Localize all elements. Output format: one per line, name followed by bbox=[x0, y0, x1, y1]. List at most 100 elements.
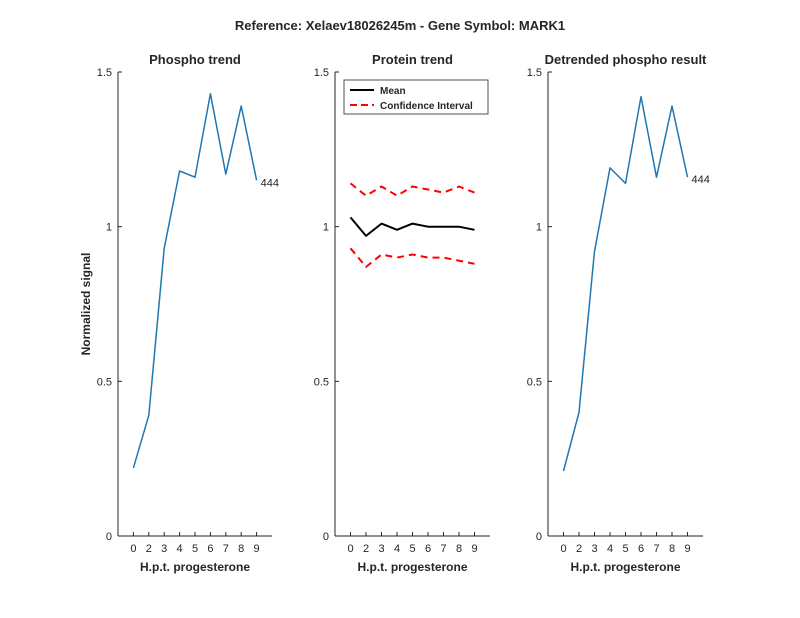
x-tick-label: 7 bbox=[653, 543, 659, 555]
x-axis-label: H.p.t. progesterone bbox=[357, 560, 467, 574]
y-tick-label: 1.5 bbox=[527, 67, 542, 79]
data-point bbox=[396, 256, 398, 258]
y-tick-label: 1 bbox=[323, 222, 329, 234]
data-point bbox=[640, 96, 642, 98]
y-tick-label: 0.5 bbox=[314, 376, 329, 388]
data-point bbox=[240, 105, 242, 107]
data-point bbox=[473, 191, 475, 193]
data-point bbox=[380, 222, 382, 224]
series-line-3 bbox=[349, 247, 475, 268]
data-point bbox=[349, 247, 351, 249]
x-tick-label: 7 bbox=[440, 543, 446, 555]
y-tick-label: 1 bbox=[536, 222, 542, 234]
data-point bbox=[396, 195, 398, 197]
x-tick-label: 9 bbox=[254, 543, 260, 555]
legend-entry-label: Confidence Interval bbox=[380, 101, 473, 112]
x-tick-label: 9 bbox=[471, 543, 477, 555]
x-tick-label: 0 bbox=[130, 543, 136, 555]
y-axis-label: Normalized signal bbox=[79, 253, 93, 356]
data-point bbox=[624, 182, 626, 184]
data-point bbox=[671, 105, 673, 107]
data-point bbox=[427, 225, 429, 227]
series-line-2 bbox=[349, 182, 475, 197]
x-axis-label: H.p.t. progesterone bbox=[140, 560, 250, 574]
panel-title: Protein trend bbox=[372, 52, 453, 67]
series-end-label: 444 bbox=[692, 174, 710, 186]
x-tick-label: 7 bbox=[223, 543, 229, 555]
data-point bbox=[209, 92, 211, 94]
series-line-1 bbox=[349, 216, 475, 237]
data-point bbox=[609, 167, 611, 169]
x-tick-label: 8 bbox=[238, 543, 244, 555]
y-tick-label: 0.5 bbox=[527, 376, 542, 388]
data-point bbox=[365, 195, 367, 197]
data-point bbox=[473, 229, 475, 231]
x-tick-label: 5 bbox=[192, 543, 198, 555]
data-point bbox=[225, 173, 227, 175]
data-point bbox=[442, 225, 444, 227]
x-tick-label: 3 bbox=[591, 543, 597, 555]
data-point bbox=[148, 414, 150, 416]
legend-box bbox=[343, 79, 489, 115]
x-tick-label: 6 bbox=[207, 543, 213, 555]
x-tick-label: 0 bbox=[560, 543, 566, 555]
series-end-label: 444 bbox=[261, 177, 279, 189]
x-tick-label: 2 bbox=[576, 543, 582, 555]
data-point bbox=[442, 191, 444, 193]
data-point bbox=[458, 225, 460, 227]
x-tick-label: 3 bbox=[161, 543, 167, 555]
x-tick-label: 2 bbox=[146, 543, 152, 555]
y-tick-label: 1.5 bbox=[314, 67, 329, 79]
x-tick-label: 6 bbox=[638, 543, 644, 555]
data-point bbox=[578, 411, 580, 413]
data-point bbox=[458, 259, 460, 261]
series-line-1 bbox=[132, 92, 258, 469]
y-tick-label: 0 bbox=[323, 531, 329, 543]
data-point bbox=[163, 247, 165, 249]
x-tick-label: 3 bbox=[378, 543, 384, 555]
x-tick-label: 9 bbox=[684, 543, 690, 555]
x-tick-label: 2 bbox=[363, 543, 369, 555]
data-point bbox=[255, 179, 257, 181]
y-tick-label: 1.5 bbox=[97, 67, 112, 79]
y-tick-label: 1 bbox=[106, 222, 112, 234]
data-point bbox=[380, 253, 382, 255]
y-tick-label: 0 bbox=[536, 531, 542, 543]
x-tick-label: 5 bbox=[409, 543, 415, 555]
data-point bbox=[427, 256, 429, 258]
data-point bbox=[458, 185, 460, 187]
data-point bbox=[365, 235, 367, 237]
data-point bbox=[411, 253, 413, 255]
x-tick-label: 5 bbox=[622, 543, 628, 555]
series-line-1 bbox=[562, 95, 689, 472]
data-point bbox=[349, 216, 351, 218]
x-tick-label: 6 bbox=[425, 543, 431, 555]
data-point bbox=[686, 176, 688, 178]
data-point bbox=[655, 176, 657, 178]
data-point bbox=[427, 188, 429, 190]
data-point bbox=[380, 185, 382, 187]
data-point bbox=[411, 185, 413, 187]
x-tick-label: 4 bbox=[607, 543, 613, 555]
data-point bbox=[593, 250, 595, 252]
y-tick-label: 0 bbox=[106, 531, 112, 543]
legend-entry-label: Mean bbox=[380, 86, 406, 97]
data-point bbox=[473, 263, 475, 265]
panel-title: Phospho trend bbox=[149, 52, 241, 67]
figure-title: Reference: Xelaev18026245m - Gene Symbol… bbox=[235, 18, 565, 33]
data-point bbox=[396, 229, 398, 231]
data-point bbox=[411, 222, 413, 224]
data-point bbox=[178, 170, 180, 172]
x-tick-label: 4 bbox=[394, 543, 400, 555]
x-axis-label: H.p.t. progesterone bbox=[570, 560, 680, 574]
y-tick-label: 0.5 bbox=[97, 376, 112, 388]
data-point bbox=[194, 176, 196, 178]
legend: Mean Confidence Interval bbox=[343, 79, 489, 115]
data-point bbox=[562, 470, 564, 472]
data-point bbox=[442, 256, 444, 258]
x-tick-label: 8 bbox=[456, 543, 462, 555]
